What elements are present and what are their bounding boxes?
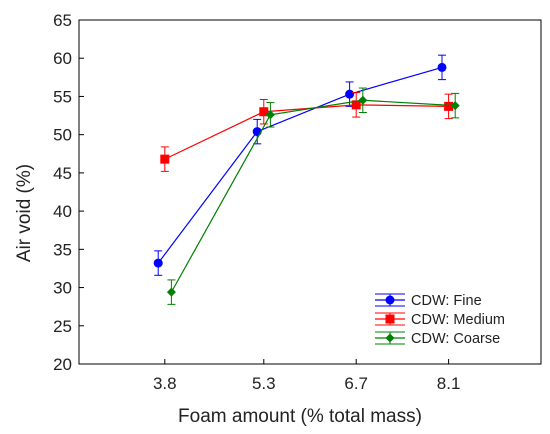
legend-marker [385,295,395,305]
y-tick-label: 40 [53,202,72,221]
x-tick-label: 8.1 [437,374,461,393]
legend-label: CDW: Medium [411,312,505,328]
series-line [157,66,443,264]
legend-marker [385,333,395,343]
data-point [444,101,454,111]
y-axis-title: Air void (%) [14,164,35,262]
data-point [259,107,269,117]
plot-frame [78,19,542,365]
data-point [160,154,170,164]
legend-label: CDW: Coarse [411,331,500,347]
y-tick-label: 20 [53,355,72,374]
y-tick-label: 45 [53,164,72,183]
series-line [170,99,456,293]
y-tick-label: 60 [53,49,72,68]
legend-marker [385,314,395,324]
plot-layer: 20 25 30 35 40 45 50 55 60 65 3.8 5.3 6.7 8.1 CDW: Fin… [53,11,542,393]
x-axis-title: Foam amount (% total mass) [178,406,422,427]
data-point [153,258,163,268]
y-tick-label: 25 [53,317,72,336]
data-point [351,100,361,110]
y-tick-label: 65 [53,11,72,30]
y-tick-label: 30 [53,279,72,298]
data-point [166,287,176,297]
series-line [164,104,449,160]
data-point [358,95,368,105]
legend-label: CDW: Fine [411,293,482,309]
y-tick-label: 35 [53,240,72,259]
x-tick-label: 6.7 [344,374,368,393]
data-point [437,62,447,72]
y-tick-label: 55 [53,87,72,106]
y-tick-label: 50 [53,126,72,145]
data-point [345,89,355,99]
x-tick-label: 5.3 [252,374,276,393]
data-point [265,110,275,120]
data-point [450,101,460,111]
x-tick-label: 3.8 [153,374,177,393]
